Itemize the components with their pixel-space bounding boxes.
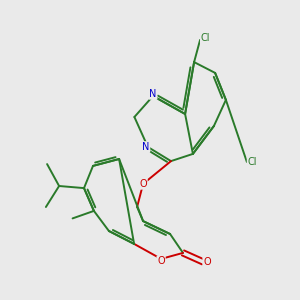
Text: N: N bbox=[142, 142, 149, 152]
Text: Cl: Cl bbox=[201, 33, 210, 43]
Text: Cl: Cl bbox=[248, 157, 257, 167]
Text: O: O bbox=[139, 179, 147, 189]
Text: O: O bbox=[203, 257, 211, 267]
Text: N: N bbox=[149, 89, 157, 99]
Text: O: O bbox=[157, 256, 165, 266]
